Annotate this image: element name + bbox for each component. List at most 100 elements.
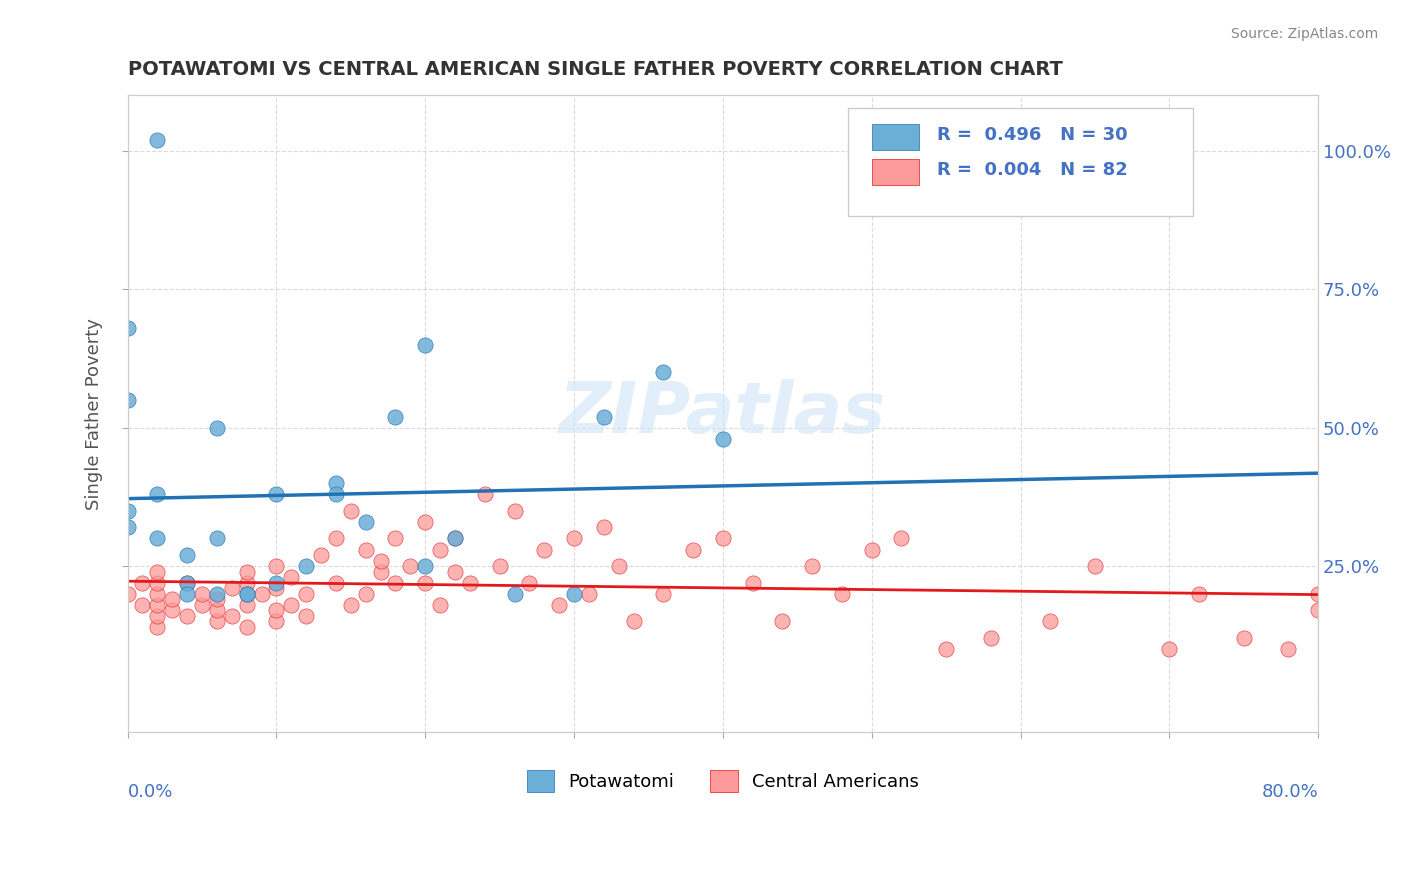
Point bbox=[1188, 587, 1211, 601]
Point bbox=[860, 542, 883, 557]
Point bbox=[205, 615, 228, 629]
Point bbox=[519, 575, 541, 590]
Point bbox=[890, 532, 912, 546]
Point bbox=[354, 515, 377, 529]
Point bbox=[384, 409, 406, 424]
Point bbox=[235, 587, 257, 601]
Point bbox=[146, 598, 169, 612]
Point bbox=[354, 542, 377, 557]
Point bbox=[325, 532, 347, 546]
Point bbox=[801, 559, 824, 574]
Y-axis label: Single Father Poverty: Single Father Poverty bbox=[86, 318, 103, 509]
Point bbox=[205, 603, 228, 617]
Point bbox=[413, 559, 436, 574]
Point bbox=[429, 542, 451, 557]
Point bbox=[117, 587, 139, 601]
Point bbox=[533, 542, 555, 557]
Text: R =  0.004   N = 82: R = 0.004 N = 82 bbox=[938, 161, 1128, 179]
Point bbox=[309, 548, 332, 562]
Point bbox=[295, 559, 318, 574]
Point bbox=[1159, 642, 1181, 657]
Point bbox=[176, 575, 198, 590]
Point bbox=[548, 598, 571, 612]
Point bbox=[205, 592, 228, 607]
Point bbox=[117, 520, 139, 534]
Point bbox=[682, 542, 704, 557]
Point bbox=[162, 592, 184, 607]
Point bbox=[831, 587, 853, 601]
Point bbox=[458, 575, 481, 590]
FancyBboxPatch shape bbox=[872, 159, 920, 185]
Point bbox=[711, 532, 734, 546]
Point bbox=[266, 559, 288, 574]
Point bbox=[384, 575, 406, 590]
Point bbox=[980, 631, 1002, 645]
Point bbox=[205, 587, 228, 601]
Point bbox=[266, 603, 288, 617]
Point bbox=[340, 504, 363, 518]
Point bbox=[354, 587, 377, 601]
Point bbox=[474, 487, 496, 501]
Point bbox=[235, 575, 257, 590]
Point bbox=[176, 587, 198, 601]
Point bbox=[711, 432, 734, 446]
Point bbox=[325, 575, 347, 590]
Point bbox=[235, 565, 257, 579]
Point bbox=[623, 615, 645, 629]
Point bbox=[413, 337, 436, 351]
Point bbox=[607, 559, 630, 574]
Point bbox=[413, 515, 436, 529]
Point bbox=[1308, 603, 1330, 617]
Point bbox=[578, 587, 600, 601]
Point bbox=[370, 565, 392, 579]
Point bbox=[176, 548, 198, 562]
Point bbox=[221, 609, 243, 624]
Text: ZIPatlas: ZIPatlas bbox=[560, 379, 887, 449]
Point bbox=[205, 532, 228, 546]
Text: R =  0.496   N = 30: R = 0.496 N = 30 bbox=[938, 126, 1128, 144]
Point bbox=[176, 575, 198, 590]
Text: 80.0%: 80.0% bbox=[1261, 783, 1319, 801]
Point bbox=[935, 642, 957, 657]
FancyBboxPatch shape bbox=[872, 124, 920, 150]
Point bbox=[1039, 615, 1062, 629]
Point bbox=[1233, 631, 1256, 645]
Point bbox=[117, 321, 139, 335]
Point bbox=[399, 559, 422, 574]
Point bbox=[146, 532, 169, 546]
Point bbox=[146, 587, 169, 601]
Point bbox=[562, 587, 585, 601]
Point bbox=[1308, 587, 1330, 601]
Point bbox=[117, 392, 139, 407]
Point bbox=[266, 487, 288, 501]
Point bbox=[146, 620, 169, 634]
Point bbox=[1084, 559, 1107, 574]
Point bbox=[191, 587, 214, 601]
Point bbox=[146, 565, 169, 579]
Point bbox=[131, 598, 153, 612]
Point bbox=[741, 575, 763, 590]
Point bbox=[325, 476, 347, 491]
Point bbox=[592, 409, 614, 424]
Point bbox=[280, 570, 302, 584]
Text: Source: ZipAtlas.com: Source: ZipAtlas.com bbox=[1230, 27, 1378, 41]
Point bbox=[1277, 642, 1299, 657]
Point bbox=[235, 598, 257, 612]
Point bbox=[250, 587, 273, 601]
Point bbox=[652, 365, 675, 379]
Point bbox=[592, 520, 614, 534]
Text: POTAWATOMI VS CENTRAL AMERICAN SINGLE FATHER POVERTY CORRELATION CHART: POTAWATOMI VS CENTRAL AMERICAN SINGLE FA… bbox=[128, 60, 1063, 78]
Point bbox=[176, 609, 198, 624]
Point bbox=[146, 609, 169, 624]
Point bbox=[503, 504, 526, 518]
Point bbox=[384, 532, 406, 546]
Point bbox=[325, 487, 347, 501]
Text: 0.0%: 0.0% bbox=[128, 783, 173, 801]
FancyBboxPatch shape bbox=[848, 108, 1194, 217]
Point bbox=[503, 587, 526, 601]
Point bbox=[370, 553, 392, 567]
Point bbox=[340, 598, 363, 612]
Point bbox=[770, 615, 793, 629]
Point bbox=[652, 587, 675, 601]
Point bbox=[221, 581, 243, 595]
